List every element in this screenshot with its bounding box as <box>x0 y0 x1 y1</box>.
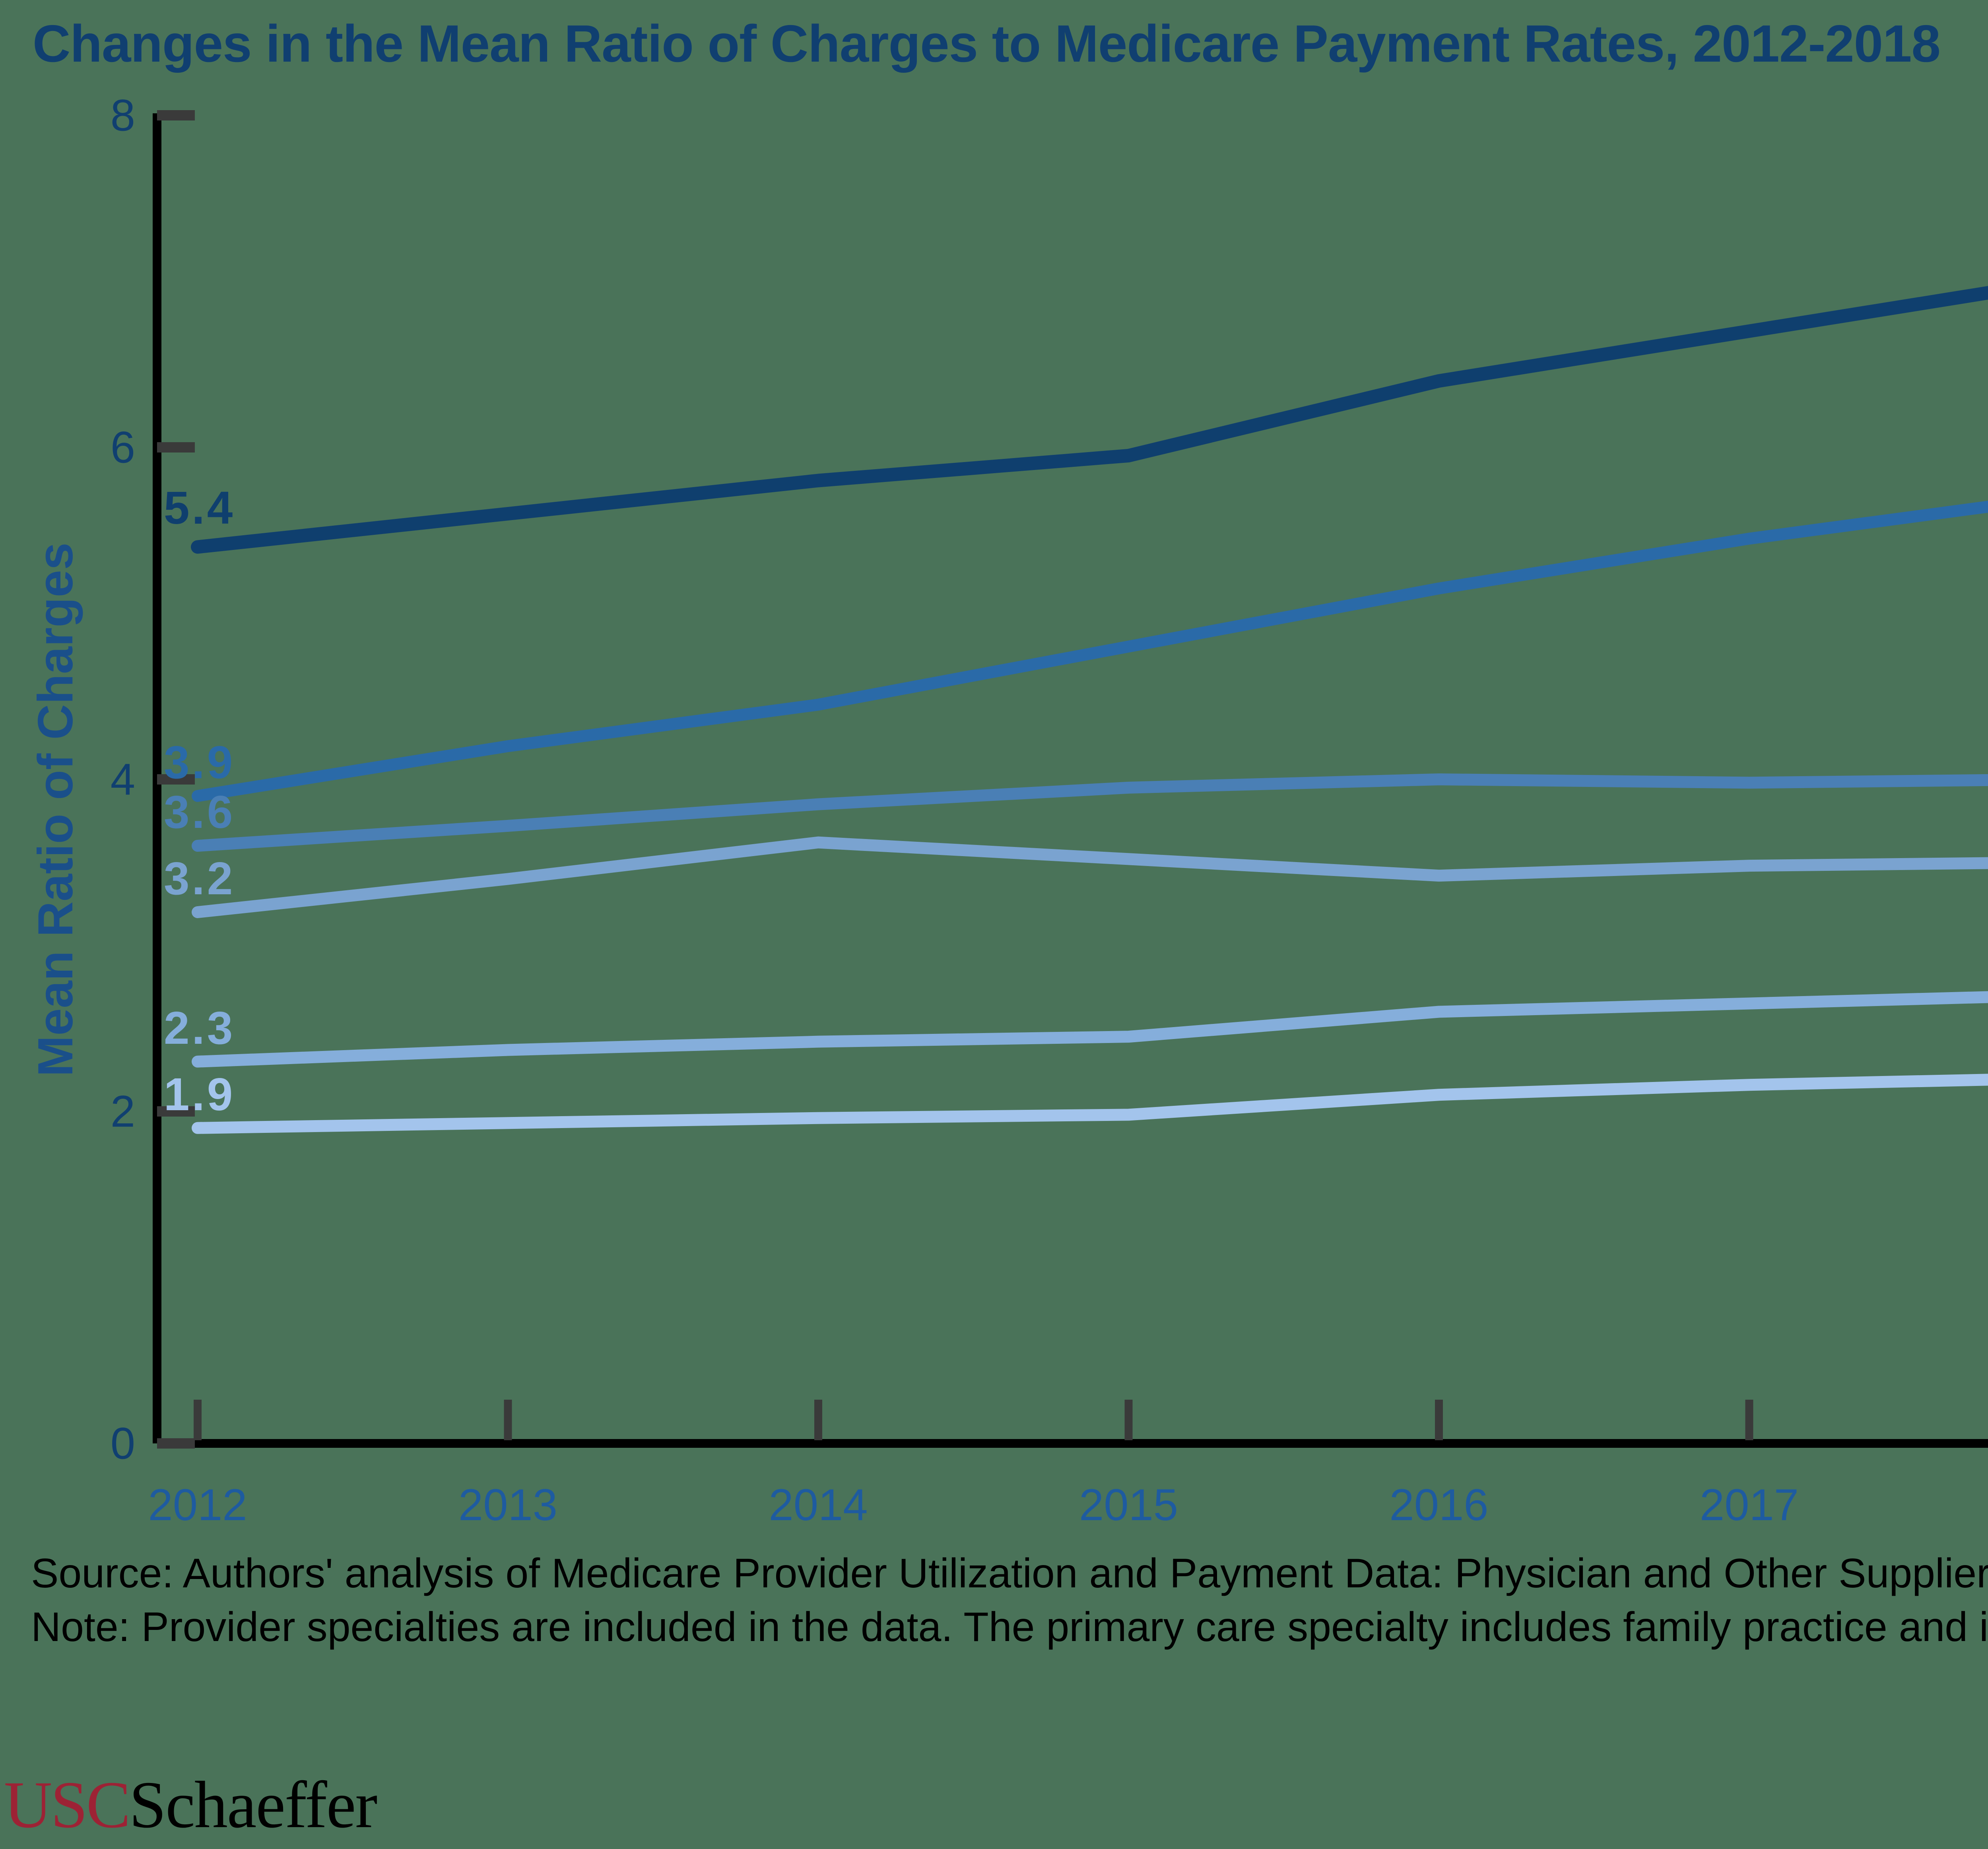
y-tick-label: 0 <box>110 1418 135 1468</box>
page-title: Changes in the Mean Ratio of Charges to … <box>33 14 1941 73</box>
source-note: Source: Authors' analysis of Medicare Pr… <box>31 1550 1988 1597</box>
series-lines <box>191 286 1988 1134</box>
series-line-diagnostic-radiology <box>192 773 1988 852</box>
x-tick-label: 2018 <box>1980 1479 1988 1530</box>
start-value-primary-care: 1.9 <box>164 1068 235 1120</box>
x-tick-label: 2015 <box>1079 1480 1178 1530</box>
y-tick-label: 8 <box>110 90 135 140</box>
start-value-diagnostic-radiology: 3.6 <box>164 786 235 838</box>
x-tick-label: 2014 <box>769 1480 868 1530</box>
x-tick-label: 2016 <box>1389 1480 1489 1530</box>
y-tick-label: 6 <box>110 422 135 472</box>
series-line-all-other-specialties <box>192 991 1988 1068</box>
footnotes: Source: Authors' analysis of Medicare Pr… <box>31 1547 1988 1654</box>
series-line-primary-care <box>192 1074 1988 1134</box>
y-axis-title: Mean Ratio of Charges <box>28 542 83 1077</box>
start-value-emergency-medicine: 3.9 <box>164 736 235 788</box>
method-note: Note: Provider specialties are included … <box>31 1604 1988 1651</box>
start-value-all-other-specialties: 2.3 <box>164 1002 235 1054</box>
x-tick-label: 2013 <box>458 1480 558 1530</box>
usc-wordmark: USC <box>4 1768 131 1842</box>
usc-schaeffer-logo: USCSchaeffer <box>4 1771 377 1838</box>
y-tick-label: 2 <box>110 1086 135 1136</box>
series-line-anesthesiology <box>191 286 1988 554</box>
series-line-emergency-medicine <box>192 501 1988 802</box>
tick-marks <box>157 110 1753 1449</box>
schaeffer-wordmark: Schaeffer <box>129 1768 377 1842</box>
x-tick-label: 2012 <box>148 1480 247 1530</box>
series-line-pathology <box>192 836 1988 918</box>
start-value-pathology: 3.2 <box>164 853 235 904</box>
x-tick-label: 2017 <box>1699 1480 1799 1530</box>
start-value-anesthesiology: 5.4 <box>164 482 235 534</box>
y-tick-label: 4 <box>110 754 135 804</box>
